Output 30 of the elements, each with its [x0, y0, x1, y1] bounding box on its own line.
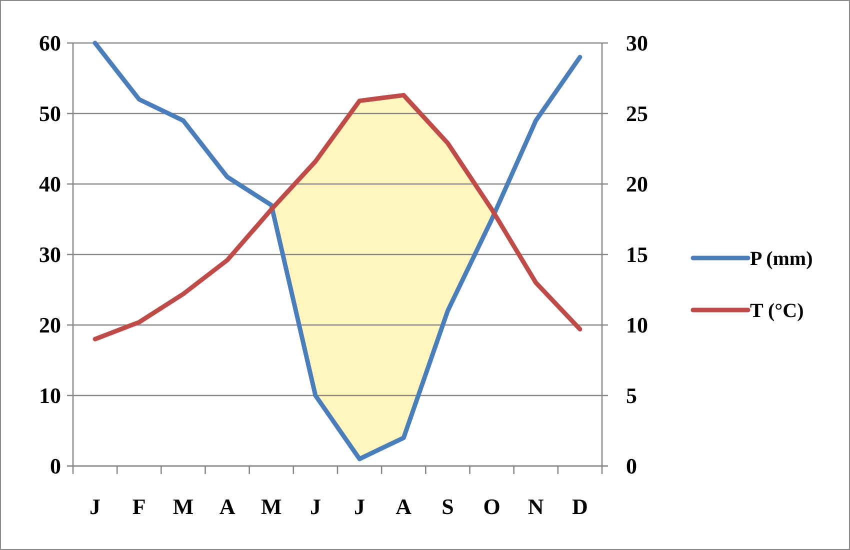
x-tick-label: F	[132, 494, 146, 519]
y2-tick-label: 0	[626, 454, 637, 479]
y-tick-label: 30	[39, 242, 61, 268]
y2-tick-label: 10	[626, 312, 648, 338]
y-tick-label: 0	[50, 454, 61, 479]
y-tick-label: 20	[39, 312, 61, 338]
x-tick-label: M	[172, 494, 194, 519]
y-tick-label: 50	[39, 101, 61, 126]
x-tick-label: A	[396, 494, 412, 519]
y-tick-label: 10	[39, 383, 61, 408]
y-tick-label: 60	[39, 30, 61, 56]
y2-tick-label: 15	[626, 242, 648, 268]
legend-label: P (mm)	[750, 248, 813, 270]
x-tick-label: J	[354, 494, 366, 519]
y2-tick-label: 5	[626, 383, 637, 408]
y2-tick-label: 25	[626, 101, 648, 126]
y2-tick-label: 20	[626, 172, 648, 197]
legend-label: T (°C)	[750, 300, 804, 322]
y2-tick-label: 30	[626, 30, 648, 56]
line-series	[92, 40, 582, 462]
x-tick-label: M	[260, 494, 282, 519]
x-tick-label: J	[90, 494, 101, 519]
x-tick-label: S	[442, 494, 454, 519]
x-tick-label: N	[528, 494, 544, 519]
y-tick-label: 40	[39, 172, 61, 197]
x-tick-label: O	[483, 494, 500, 519]
x-tick-label: D	[572, 494, 588, 519]
line-series	[92, 92, 582, 342]
x-tick-label: A	[219, 494, 236, 519]
x-tick-label: J	[310, 494, 321, 519]
